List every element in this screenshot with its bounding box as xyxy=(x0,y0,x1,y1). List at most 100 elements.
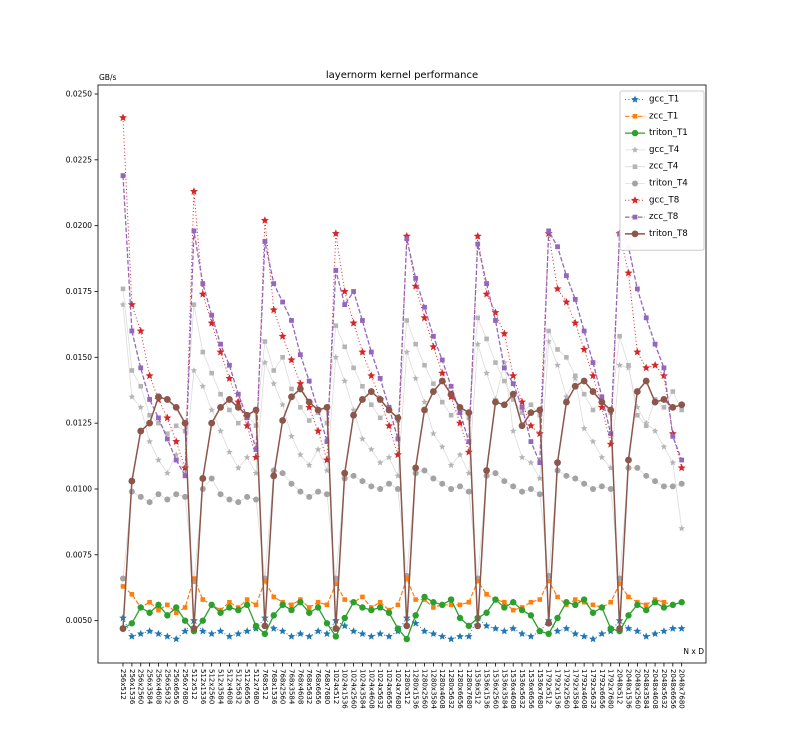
svg-text:1792x4608: 1792x4608 xyxy=(580,669,588,709)
svg-text:512x1536: 512x1536 xyxy=(199,669,207,705)
svg-text:1536x3584: 1536x3584 xyxy=(500,669,508,709)
series-zcc_T8 xyxy=(120,173,685,479)
x-axis-label: N x D xyxy=(683,647,704,656)
svg-text:1536x4608: 1536x4608 xyxy=(509,669,517,709)
legend-label: triton_T8 xyxy=(649,229,688,239)
svg-text:512x512: 512x512 xyxy=(190,669,198,700)
svg-text:1024x6656: 1024x6656 xyxy=(385,669,393,709)
svg-text:256x5632: 256x5632 xyxy=(163,669,171,704)
svg-text:2048x6656: 2048x6656 xyxy=(669,669,677,709)
legend-item-triton_T1: triton_T1 xyxy=(625,128,688,138)
svg-text:256x3584: 256x3584 xyxy=(146,669,154,705)
legend-item-zcc_T1: zcc_T1 xyxy=(625,111,678,121)
svg-text:1792x7680: 1792x7680 xyxy=(607,669,615,709)
svg-text:1536x512: 1536x512 xyxy=(474,669,482,704)
legend-item-gcc_T4: gcc_T4 xyxy=(625,145,680,155)
legend-label: zcc_T4 xyxy=(649,162,679,172)
svg-text:256x1536: 256x1536 xyxy=(128,669,136,705)
legend-item-triton_T4: triton_T4 xyxy=(625,179,688,189)
series-gcc_T1 xyxy=(119,614,686,643)
svg-text:768x7680: 768x7680 xyxy=(323,669,331,704)
series-triton_T8 xyxy=(119,377,686,632)
svg-text:0.0050: 0.0050 xyxy=(66,616,92,625)
chart-title: layernorm kernel performance xyxy=(325,70,479,81)
svg-text:768x4608: 768x4608 xyxy=(296,669,304,704)
svg-text:1280x2560: 1280x2560 xyxy=(421,669,429,709)
svg-text:2048x7680: 2048x7680 xyxy=(678,669,686,709)
svg-text:1280x4608: 1280x4608 xyxy=(438,669,446,709)
svg-text:512x5632: 512x5632 xyxy=(234,669,242,704)
svg-text:256x2560: 256x2560 xyxy=(137,669,145,704)
legend-item-triton_T8: triton_T8 xyxy=(625,229,688,239)
legend-label: gcc_T1 xyxy=(649,95,679,105)
svg-text:512x7680: 512x7680 xyxy=(252,669,260,704)
svg-text:2048x512: 2048x512 xyxy=(616,669,624,704)
legend-label: zcc_T8 xyxy=(649,212,678,222)
svg-text:1024x2560: 1024x2560 xyxy=(350,669,358,709)
svg-text:1024x3584: 1024x3584 xyxy=(358,669,366,709)
svg-text:1792x6656: 1792x6656 xyxy=(598,669,606,709)
legend-label: zcc_T1 xyxy=(649,111,678,121)
plot-frame xyxy=(97,84,707,664)
svg-text:1280x5632: 1280x5632 xyxy=(447,669,455,709)
svg-text:1024x1536: 1024x1536 xyxy=(341,669,349,709)
legend-label: triton_T1 xyxy=(649,128,688,138)
svg-text:768x5632: 768x5632 xyxy=(305,669,313,704)
svg-text:0.0150: 0.0150 xyxy=(66,353,92,362)
svg-text:1792x512: 1792x512 xyxy=(545,669,553,704)
svg-text:1280x7680: 1280x7680 xyxy=(465,669,473,709)
svg-text:1792x5632: 1792x5632 xyxy=(589,669,597,709)
y-axis-ticks: 0.0050 0.0075 0.0100 0.0125 0.0150 0.0175 0.02… xyxy=(66,90,98,625)
svg-text:2048x2560: 2048x2560 xyxy=(633,669,641,709)
svg-text:512x2560: 512x2560 xyxy=(208,669,216,704)
svg-text:1792x2560: 1792x2560 xyxy=(562,669,570,709)
svg-text:1280x512: 1280x512 xyxy=(403,669,411,704)
legend-item-zcc_T8: zcc_T8 xyxy=(625,212,678,222)
svg-text:1536x7680: 1536x7680 xyxy=(536,669,544,709)
y-axis-unit-label: GB/s xyxy=(99,73,117,82)
svg-text:0.0125: 0.0125 xyxy=(66,419,92,428)
svg-text:0.0250: 0.0250 xyxy=(66,90,92,99)
svg-text:512x3584: 512x3584 xyxy=(217,669,225,705)
svg-text:256x4608: 256x4608 xyxy=(154,669,162,704)
series-zcc_T4 xyxy=(120,286,684,436)
svg-text:768x1536: 768x1536 xyxy=(270,669,278,705)
svg-text:1280x6656: 1280x6656 xyxy=(456,669,464,709)
svg-text:512x6656: 512x6656 xyxy=(243,669,251,705)
svg-text:1024x4608: 1024x4608 xyxy=(367,669,375,709)
svg-text:2048x1536: 2048x1536 xyxy=(624,669,632,709)
svg-text:1536x2560: 1536x2560 xyxy=(491,669,499,709)
svg-text:1024x5632: 1024x5632 xyxy=(376,669,384,709)
series-triton_T1 xyxy=(119,593,685,643)
svg-text:1024x7680: 1024x7680 xyxy=(394,669,402,709)
svg-text:1792x1536: 1792x1536 xyxy=(554,669,562,709)
svg-text:2048x3584: 2048x3584 xyxy=(642,669,650,709)
svg-text:768x512: 768x512 xyxy=(261,669,269,700)
svg-text:1792x3584: 1792x3584 xyxy=(571,669,579,709)
svg-text:0.0100: 0.0100 xyxy=(66,484,92,493)
legend-label: gcc_T8 xyxy=(649,195,679,205)
svg-text:0.0200: 0.0200 xyxy=(66,221,92,230)
svg-text:256x6656: 256x6656 xyxy=(172,669,180,705)
svg-text:768x2560: 768x2560 xyxy=(279,669,287,704)
svg-text:1536x1536: 1536x1536 xyxy=(483,669,491,709)
legend-label: gcc_T4 xyxy=(649,145,680,155)
svg-text:2048x5632: 2048x5632 xyxy=(660,669,668,709)
svg-text:0.0225: 0.0225 xyxy=(66,155,92,164)
svg-text:512x4608: 512x4608 xyxy=(225,669,233,704)
svg-text:256x512: 256x512 xyxy=(119,669,127,700)
legend-item-zcc_T4: zcc_T4 xyxy=(625,162,679,172)
legend-item-gcc_T1: gcc_T1 xyxy=(625,95,679,105)
svg-text:1536x6656: 1536x6656 xyxy=(527,669,535,709)
svg-text:1280x3584: 1280x3584 xyxy=(429,669,437,709)
x-axis-ticks: 256x512 256x1536 256x2560 256x3584 256x4608 2… xyxy=(119,663,686,709)
legend-item-gcc_T8: gcc_T8 xyxy=(625,195,679,205)
svg-text:2048x4608: 2048x4608 xyxy=(651,669,659,709)
svg-text:256x7680: 256x7680 xyxy=(181,669,189,704)
legend-label: triton_T4 xyxy=(649,179,688,189)
series-gcc_T4 xyxy=(119,301,686,532)
svg-text:0.0075: 0.0075 xyxy=(66,550,92,559)
svg-text:768x3584: 768x3584 xyxy=(287,669,295,705)
